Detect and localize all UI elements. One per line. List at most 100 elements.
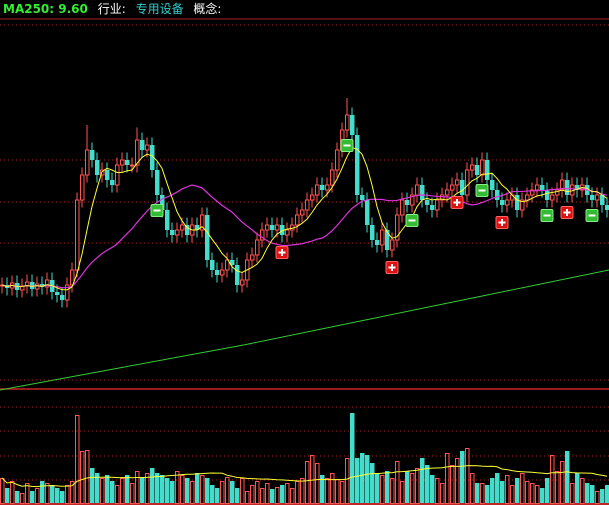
volume-bar — [395, 461, 400, 504]
volume-bar — [355, 458, 360, 503]
volume-bar — [580, 478, 585, 504]
volume-bar — [380, 475, 385, 504]
candle-body — [110, 180, 115, 185]
candle-body — [410, 194, 415, 206]
volume-bar — [240, 478, 245, 504]
volume-bar — [430, 475, 435, 503]
volume-bar — [465, 448, 470, 504]
candle-body — [425, 200, 430, 205]
volume-bar — [365, 455, 370, 503]
volume-bar — [145, 473, 150, 504]
candle-body — [155, 170, 160, 195]
candle-body — [470, 164, 475, 171]
candle-body — [540, 185, 545, 190]
candle-body — [225, 259, 230, 271]
candle-body — [275, 224, 280, 231]
volume-bar — [560, 461, 565, 504]
candle-body — [160, 195, 165, 210]
volume-bar — [10, 481, 15, 504]
volume-bar — [440, 483, 445, 504]
volume-bar — [495, 473, 500, 503]
candle-body — [140, 140, 145, 150]
concept-label: 概念: — [193, 2, 222, 16]
candle-body — [350, 115, 355, 135]
candle-body — [80, 174, 85, 201]
candle-body — [235, 265, 240, 285]
candle-body — [440, 194, 445, 201]
buy-signal-icon — [560, 206, 574, 219]
candle-body — [360, 195, 365, 200]
volume-bar — [360, 453, 365, 503]
candle-body — [260, 229, 265, 241]
candle-body — [500, 200, 505, 205]
volume-bar — [330, 473, 335, 504]
volume-bar — [300, 478, 305, 504]
volume-bar — [265, 483, 270, 504]
candle-body — [270, 225, 275, 230]
candle-body — [530, 189, 535, 196]
volume-bar — [165, 478, 170, 503]
volume-bar — [475, 483, 480, 503]
chart-header: MA250: 9.60 行业: 专用设备 概念: — [0, 0, 609, 18]
candle-body — [380, 229, 385, 246]
candle-body — [280, 225, 285, 235]
candle-body — [310, 194, 315, 201]
volume-bar — [520, 473, 525, 504]
candle-body — [415, 184, 420, 196]
candle-body — [460, 180, 465, 195]
volume-bar — [555, 471, 560, 504]
volume-bar — [305, 461, 310, 504]
candle-body — [120, 159, 125, 166]
candle-body — [475, 165, 480, 175]
volume-bar — [55, 488, 60, 503]
candle-body — [315, 184, 320, 196]
candle-body — [605, 205, 609, 210]
volume-bar — [220, 481, 225, 504]
candle-body — [525, 194, 530, 201]
volume-bar — [175, 471, 180, 504]
candle-body — [445, 189, 450, 196]
candle-body — [240, 279, 245, 286]
volume-bar — [575, 473, 580, 503]
candle-body — [45, 279, 50, 288]
candle-body — [75, 199, 80, 271]
buy-signal-icon — [385, 261, 399, 274]
candle-body — [395, 214, 400, 241]
candle-body — [205, 215, 210, 260]
volume-bar — [120, 478, 125, 504]
volume-bar — [410, 473, 415, 504]
volume-bar — [545, 478, 550, 503]
candle-body — [200, 214, 205, 231]
candle-body — [30, 282, 35, 289]
industry-value[interactable]: 专用设备 — [135, 2, 184, 16]
volume-bar — [565, 451, 570, 503]
volume-bar — [585, 483, 590, 503]
volume-bar — [345, 458, 350, 504]
candle-body — [345, 114, 350, 131]
volume-bar — [45, 483, 50, 504]
ma250-readout: MA250: 9.60 — [3, 2, 88, 16]
volume-bar — [540, 488, 545, 503]
volume-bar — [435, 478, 440, 504]
candle-body — [115, 164, 120, 186]
candle-body — [400, 199, 405, 216]
volume-bar — [340, 481, 345, 504]
volume-bar — [325, 478, 330, 504]
volume-bar — [0, 478, 5, 504]
candle-body — [385, 230, 390, 250]
volume-bar — [285, 483, 290, 504]
volume-bar — [485, 485, 490, 503]
volume-bar — [15, 491, 20, 503]
candle-body — [165, 210, 170, 230]
volume-bar — [70, 481, 75, 504]
candle-body — [600, 195, 605, 205]
candle-body — [520, 199, 525, 211]
candle-body — [455, 179, 460, 186]
volume-bar — [510, 485, 515, 504]
volume-bar — [445, 453, 450, 504]
volume-bar — [255, 481, 260, 504]
candle-body — [230, 260, 235, 265]
candle-body — [305, 199, 310, 211]
volume-bar — [5, 488, 10, 503]
